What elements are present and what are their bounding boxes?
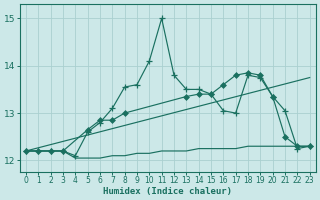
X-axis label: Humidex (Indice chaleur): Humidex (Indice chaleur) bbox=[103, 187, 232, 196]
